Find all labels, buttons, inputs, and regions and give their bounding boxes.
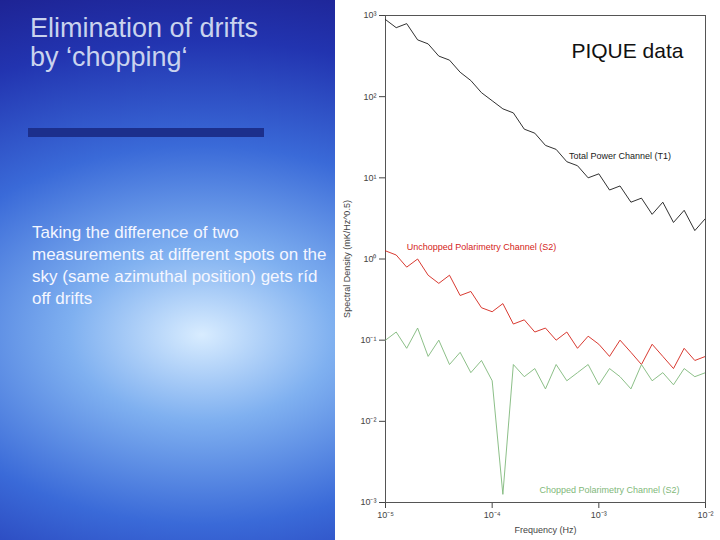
html-text:Taking the difference of two m: Taking the difference of two measurement… xyxy=(32,223,327,308)
svg-text:10⁻²: 10⁻² xyxy=(697,510,713,520)
svg-text:Spectral Density (mK/Hz^0.5): Spectral Density (mK/Hz^0.5) xyxy=(342,200,352,318)
svg-text:10⁻²: 10⁻² xyxy=(360,416,376,426)
svg-text:Frequency (Hz): Frequency (Hz) xyxy=(514,525,576,535)
svg-text:10⁻³: 10⁻³ xyxy=(360,497,376,507)
html-text:Elimination of drifts by ‘chop: Elimination of drifts by ‘chopping‘ xyxy=(30,13,259,72)
svg-text:10⁻⁵: 10⁻⁵ xyxy=(377,510,394,520)
svg-text:PIQUE data: PIQUE data xyxy=(571,39,683,62)
svg-text:10²: 10² xyxy=(363,92,376,102)
svg-text:Unchopped Polarimetry Channel: Unchopped Polarimetry Channel (S2) xyxy=(407,242,557,252)
svg-text:10⁻¹: 10⁻¹ xyxy=(360,335,376,345)
svg-text:Chopped Polarimetry Channel (S: Chopped Polarimetry Channel (S2) xyxy=(540,485,680,495)
svg-text:10⁰: 10⁰ xyxy=(363,254,376,264)
svg-text:10¹: 10¹ xyxy=(363,173,376,183)
svg-text:Total Power Channel (T1): Total Power Channel (T1) xyxy=(569,151,671,161)
svg-text:10⁻³: 10⁻³ xyxy=(591,510,607,520)
svg-text:10⁻⁴: 10⁻⁴ xyxy=(484,510,501,520)
svg-text:10³: 10³ xyxy=(363,10,376,20)
